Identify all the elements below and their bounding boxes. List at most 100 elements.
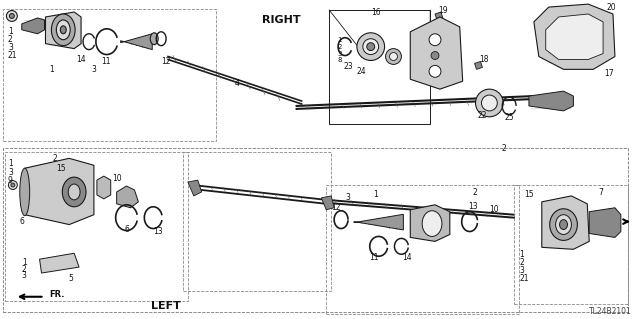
- Text: 15: 15: [524, 190, 534, 199]
- Circle shape: [6, 11, 17, 21]
- Text: 25: 25: [504, 113, 514, 122]
- Polygon shape: [25, 158, 94, 225]
- Text: 17: 17: [604, 69, 614, 78]
- Polygon shape: [354, 214, 403, 230]
- Text: 2: 2: [502, 144, 507, 153]
- Text: 7: 7: [598, 189, 604, 197]
- Text: TL24B2101: TL24B2101: [589, 307, 632, 316]
- Bar: [183, 152, 331, 291]
- Text: RIGHT: RIGHT: [262, 15, 301, 25]
- Text: 18: 18: [480, 55, 489, 64]
- Ellipse shape: [62, 177, 86, 207]
- Polygon shape: [542, 196, 589, 249]
- Text: 1: 1: [8, 159, 13, 168]
- Text: 6: 6: [124, 225, 129, 234]
- Ellipse shape: [20, 168, 29, 216]
- Ellipse shape: [481, 95, 497, 111]
- Text: 10: 10: [112, 174, 122, 182]
- Text: 22: 22: [477, 111, 487, 120]
- Polygon shape: [529, 91, 573, 111]
- Ellipse shape: [357, 33, 385, 61]
- Text: 13: 13: [468, 202, 477, 211]
- Text: 14: 14: [403, 253, 412, 262]
- Polygon shape: [410, 205, 450, 241]
- Text: 24: 24: [356, 67, 365, 76]
- Text: 2: 2: [22, 264, 26, 274]
- Text: 3: 3: [8, 43, 13, 52]
- Ellipse shape: [56, 20, 70, 40]
- Text: 12: 12: [161, 57, 171, 66]
- Text: 1: 1: [22, 258, 26, 267]
- Polygon shape: [22, 18, 45, 34]
- Polygon shape: [534, 4, 615, 69]
- Text: 1: 1: [49, 65, 54, 74]
- Polygon shape: [321, 196, 334, 210]
- Text: 14: 14: [76, 55, 86, 64]
- Text: 23: 23: [343, 62, 353, 71]
- Ellipse shape: [556, 215, 572, 234]
- Text: 11: 11: [101, 57, 111, 66]
- Text: 21: 21: [519, 274, 529, 284]
- Ellipse shape: [385, 48, 401, 64]
- Text: 10: 10: [490, 205, 499, 214]
- Text: 12: 12: [332, 203, 341, 212]
- Ellipse shape: [150, 33, 158, 45]
- Text: 3: 3: [346, 193, 351, 202]
- Circle shape: [429, 65, 441, 77]
- Ellipse shape: [476, 89, 503, 117]
- Text: 4: 4: [235, 79, 240, 88]
- Polygon shape: [40, 253, 79, 273]
- Polygon shape: [116, 186, 138, 208]
- Text: 13: 13: [154, 227, 163, 236]
- Bar: [3, 148, 628, 312]
- Polygon shape: [589, 208, 621, 237]
- Polygon shape: [546, 14, 603, 59]
- Text: 3: 3: [22, 271, 27, 280]
- Bar: [514, 185, 628, 304]
- Text: 1: 1: [519, 250, 524, 259]
- Text: 3: 3: [8, 168, 13, 177]
- Text: 3: 3: [519, 265, 524, 275]
- Text: 2: 2: [519, 258, 524, 267]
- Circle shape: [431, 52, 439, 59]
- Circle shape: [8, 181, 17, 189]
- Text: 1: 1: [373, 190, 378, 199]
- Text: 19: 19: [438, 5, 448, 15]
- Ellipse shape: [367, 43, 374, 51]
- Ellipse shape: [60, 26, 66, 34]
- Circle shape: [429, 34, 441, 46]
- Ellipse shape: [550, 209, 577, 241]
- Ellipse shape: [363, 39, 379, 55]
- Text: 3: 3: [92, 65, 97, 74]
- Circle shape: [11, 183, 15, 187]
- Text: FR.: FR.: [49, 290, 65, 299]
- Bar: [329, 10, 430, 124]
- Text: LEFT: LEFT: [151, 300, 181, 311]
- Text: 2: 2: [337, 44, 342, 50]
- Text: 11: 11: [369, 253, 378, 262]
- Text: 9: 9: [8, 175, 13, 185]
- Text: 21: 21: [8, 51, 17, 60]
- Circle shape: [10, 13, 14, 19]
- Text: 3: 3: [337, 50, 342, 56]
- Polygon shape: [410, 17, 463, 89]
- Text: 2: 2: [8, 35, 13, 44]
- Text: 1: 1: [8, 27, 13, 36]
- Text: 2: 2: [53, 154, 58, 163]
- Text: 20: 20: [606, 3, 616, 11]
- Polygon shape: [474, 62, 483, 69]
- Ellipse shape: [422, 211, 442, 236]
- Text: 2: 2: [472, 189, 477, 197]
- Ellipse shape: [390, 53, 397, 61]
- Polygon shape: [435, 12, 443, 20]
- Text: 16: 16: [371, 8, 381, 17]
- Text: 1: 1: [337, 37, 342, 43]
- Text: 6: 6: [19, 217, 24, 226]
- Bar: [5, 152, 188, 301]
- Ellipse shape: [68, 184, 80, 200]
- Polygon shape: [120, 34, 152, 49]
- Text: 15: 15: [56, 164, 66, 173]
- Ellipse shape: [51, 14, 75, 46]
- Text: 8: 8: [337, 57, 342, 63]
- Polygon shape: [45, 12, 81, 48]
